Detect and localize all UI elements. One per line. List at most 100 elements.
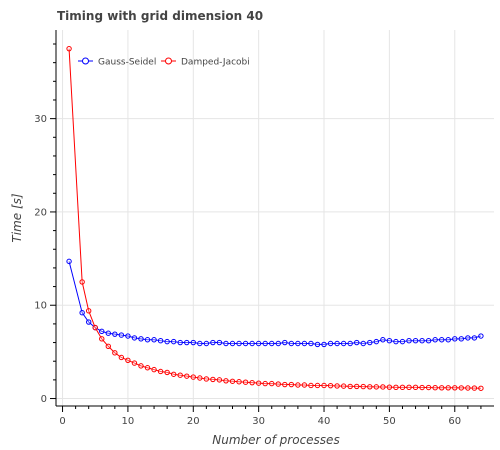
data-point [314,341,321,348]
data-point [144,337,151,343]
data-point [314,382,321,389]
data-point [262,340,268,347]
data-point [465,385,471,391]
data-point [170,371,177,377]
data-point [223,340,229,347]
data-point [308,340,314,347]
y-tick-label: 0 [41,394,47,405]
data-point [354,383,360,390]
data-point [367,384,373,390]
data-point [478,385,484,391]
data-point [432,385,438,391]
data-point [157,337,164,344]
data-point [125,357,131,363]
data-point [380,384,386,390]
axes [55,30,494,407]
data-point [177,372,183,378]
data-point [242,340,249,347]
data-point [419,384,425,391]
x-tick-label: 50 [383,416,396,427]
x-tick-label: 20 [187,416,200,427]
data-point [236,340,242,347]
data-point [478,333,484,339]
data-point [465,335,471,341]
data-point [419,337,425,344]
data-point [99,328,105,335]
data-point [66,45,72,52]
data-point [380,337,386,343]
data-point [203,340,210,347]
data-point [373,338,380,345]
data-point [79,279,85,285]
data-point [190,339,196,346]
data-point [255,340,262,347]
data-point [334,383,340,389]
data-point [439,385,445,391]
data-point [445,337,451,343]
x-tick-label: 30 [252,416,265,427]
legend-marker [82,57,89,65]
legend-item: Damped-Jacobi [161,57,250,68]
data-point [99,336,105,342]
data-point [282,381,288,388]
data-point [347,383,353,390]
x-tick-label: 0 [59,416,65,427]
data-point [425,337,432,344]
data-point [458,385,465,391]
data-point [105,343,111,349]
data-point [92,324,98,331]
data-point [223,378,229,384]
data-point [340,383,347,389]
data-point [249,379,255,386]
series-line [68,261,482,345]
data-point [262,380,268,387]
x-axis-ticks: 0 10 20 30 40 50 60 [59,406,482,427]
x-axis-label: Number of processes [212,433,339,447]
data-point [210,376,216,383]
data-point [327,340,334,347]
x-tick-label: 40 [318,416,331,427]
y-axis-label: Time [s] [10,193,24,242]
y-gridlines [56,118,494,400]
data-point [112,350,118,356]
legend: Gauss-Seidel Damped-Jacobi [78,57,250,68]
data-point [144,365,151,371]
data-point [288,340,295,347]
legend-label: Gauss-Seidel [98,58,156,68]
x-gridlines [62,30,456,406]
data-point [432,337,438,343]
data-point [190,374,196,380]
data-point [184,339,190,346]
data-point [439,337,445,343]
data-point [275,340,281,347]
data-point [112,331,118,337]
data-point [412,337,419,344]
data-point [249,340,255,347]
data-point [295,340,301,347]
series-damped-jacobi [66,45,484,391]
chart-title: Timing with grid dimension 40 [57,9,263,23]
y-axis-ticks: 0 10 20 30 [34,43,56,405]
data-point [216,339,223,346]
data-point [321,382,327,389]
data-point [347,340,353,347]
data-point [399,338,406,345]
data-point [125,333,131,339]
data-point [229,378,236,384]
data-point [157,368,164,375]
data-point [164,338,170,345]
data-point [275,381,281,387]
data-point [393,384,399,391]
data-point [360,340,366,347]
data-point [295,382,301,388]
data-point [151,366,157,373]
x-tick-label: 60 [448,416,461,427]
data-point [184,373,190,379]
data-point [269,380,275,387]
data-point [269,340,275,347]
y-tick-label: 20 [34,207,47,218]
data-point [452,336,458,342]
data-point [138,336,144,342]
